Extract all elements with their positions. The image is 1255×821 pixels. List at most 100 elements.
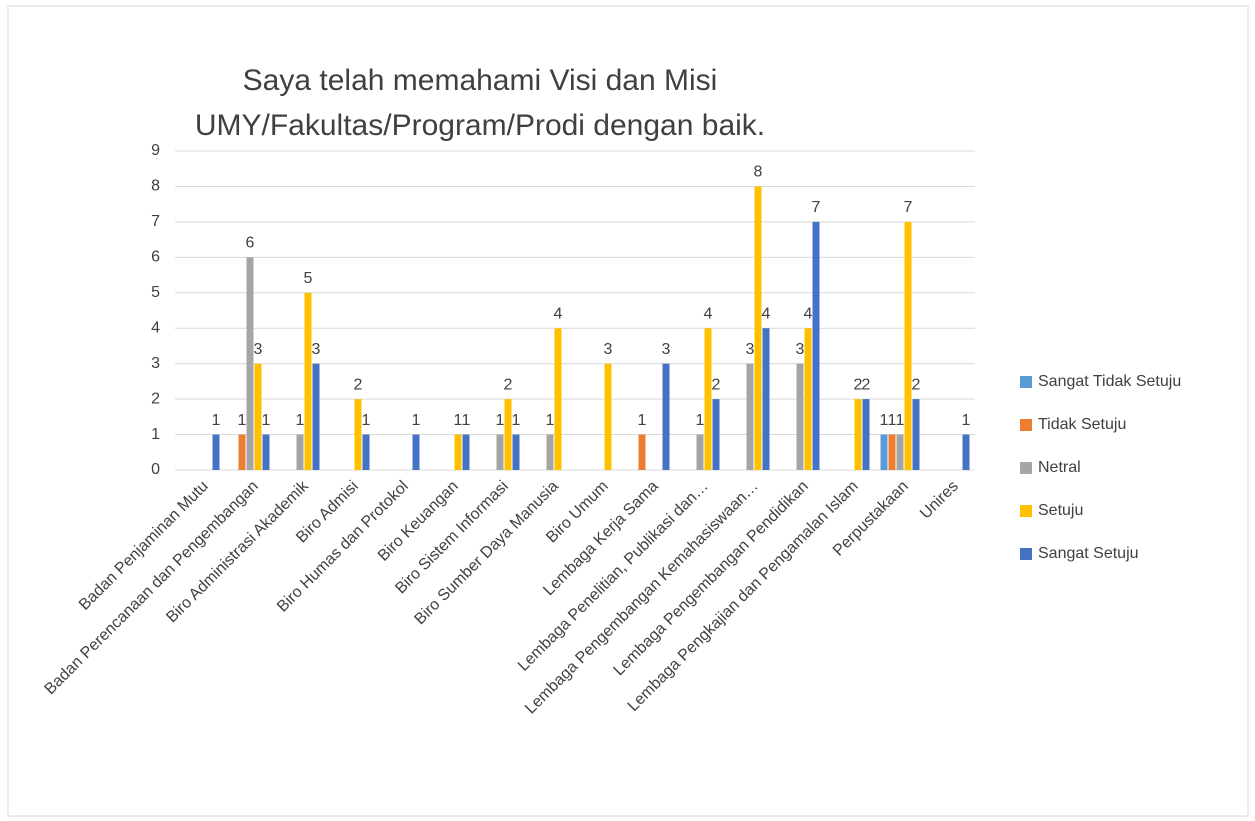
data-label: 7: [904, 199, 913, 216]
data-label: 3: [604, 341, 613, 358]
data-label: 1: [896, 412, 905, 429]
data-label: 1: [462, 412, 471, 429]
data-label: 5: [304, 270, 313, 287]
y-tick-label: 7: [151, 213, 160, 230]
data-label: 1: [880, 412, 889, 429]
bar: [962, 434, 970, 470]
legend-swatch: [1020, 419, 1032, 431]
data-label: 2: [354, 376, 363, 393]
bar: [554, 328, 562, 470]
bar: [238, 434, 246, 470]
legend-swatch: [1020, 548, 1032, 560]
bar: [454, 434, 462, 470]
y-tick-label: 4: [151, 319, 160, 336]
data-label: 1: [696, 412, 705, 429]
data-label: 1: [962, 412, 971, 429]
data-label: 2: [862, 376, 871, 393]
y-tick-label: 9: [151, 142, 160, 159]
bar: [604, 363, 612, 470]
data-label: 4: [804, 305, 813, 322]
bar: [746, 363, 754, 470]
data-label: 4: [554, 305, 563, 322]
bar: [812, 221, 820, 470]
y-tick-label: 2: [151, 390, 160, 407]
bar: [662, 363, 670, 470]
data-label: 1: [412, 412, 421, 429]
bar: [696, 434, 704, 470]
bar: [504, 399, 512, 470]
data-label: 1: [638, 412, 647, 429]
data-label: 1: [238, 412, 247, 429]
data-label: 2: [912, 376, 921, 393]
data-label: 1: [262, 412, 271, 429]
legend-label: Netral: [1038, 459, 1081, 476]
data-label: 2: [712, 376, 721, 393]
data-label: 1: [512, 412, 521, 429]
bar: [880, 434, 888, 470]
bar: [912, 399, 920, 470]
data-label: 3: [796, 341, 805, 358]
data-label: 3: [662, 341, 671, 358]
bar: [546, 434, 554, 470]
bar: [754, 186, 762, 470]
bar: [496, 434, 504, 470]
legend-label: Setuju: [1038, 502, 1083, 519]
data-label: 1: [362, 412, 371, 429]
bar: [354, 399, 362, 470]
y-tick-label: 0: [151, 461, 160, 478]
legend-label: Sangat Tidak Setuju: [1038, 373, 1181, 390]
bar: [712, 399, 720, 470]
data-label: 8: [754, 164, 763, 181]
chart-title: Saya telah memahami Visi dan Misi: [243, 64, 718, 97]
bar: [888, 434, 896, 470]
bar: [254, 363, 262, 470]
data-label: 1: [212, 412, 221, 429]
data-label: 1: [296, 412, 305, 429]
bar: [904, 221, 912, 470]
data-label: 3: [746, 341, 755, 358]
bar: [212, 434, 220, 470]
data-label: 4: [762, 305, 771, 322]
data-label: 4: [704, 305, 713, 322]
legend-swatch: [1020, 462, 1032, 474]
bar: [246, 257, 254, 470]
y-tick-label: 3: [151, 355, 160, 372]
y-tick-label: 5: [151, 284, 160, 301]
data-label: 2: [854, 376, 863, 393]
data-label: 3: [254, 341, 263, 358]
data-label: 2: [504, 376, 513, 393]
bar: [638, 434, 646, 470]
bar: [412, 434, 420, 470]
bar: [362, 434, 370, 470]
bar: [304, 292, 312, 470]
y-tick-label: 8: [151, 178, 160, 195]
data-label: 1: [454, 412, 463, 429]
data-label: 1: [546, 412, 555, 429]
bar: [854, 399, 862, 470]
bar: [296, 434, 304, 470]
data-label: 6: [246, 235, 255, 252]
legend-swatch: [1020, 505, 1032, 517]
bar: [512, 434, 520, 470]
legend-label: Sangat Setuju: [1038, 545, 1139, 562]
bar: [804, 328, 812, 470]
y-tick-label: 6: [151, 249, 160, 266]
chart-title: UMY/Fakultas/Program/Prodi dengan baik.: [195, 109, 765, 142]
legend-label: Tidak Setuju: [1038, 416, 1126, 433]
data-label: 1: [496, 412, 505, 429]
bar: [762, 328, 770, 470]
y-tick-label: 1: [151, 426, 160, 443]
bar: [262, 434, 270, 470]
bar: [462, 434, 470, 470]
data-label: 1: [888, 412, 897, 429]
bar: [896, 434, 904, 470]
bar: [862, 399, 870, 470]
bar: [796, 363, 804, 470]
data-label: 7: [812, 199, 821, 216]
bar: [312, 363, 320, 470]
bar: [704, 328, 712, 470]
chart-frame: [7, 5, 1249, 817]
data-label: 3: [312, 341, 321, 358]
